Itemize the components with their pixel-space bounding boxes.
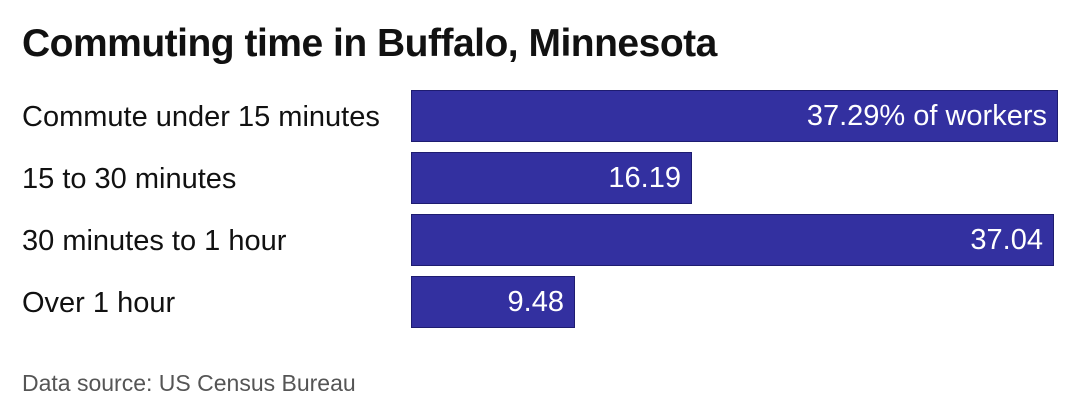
- bar: 16.19: [411, 152, 692, 204]
- value-label: 16.19: [608, 162, 681, 194]
- category-label: Over 1 hour: [22, 287, 176, 319]
- bar: 37.29% of workers: [411, 90, 1058, 142]
- chart-title: Commuting time in Buffalo, Minnesota: [22, 22, 717, 65]
- bar: 9.48: [411, 276, 575, 328]
- value-label: 37.29% of workers: [806, 100, 1047, 132]
- value-label: 37.04: [970, 224, 1043, 256]
- bar: 37.04: [411, 214, 1054, 266]
- category-label: Commute under 15 minutes: [22, 101, 380, 133]
- category-label: 15 to 30 minutes: [22, 163, 237, 195]
- data-source-note: Data source: US Census Bureau: [22, 370, 356, 396]
- category-label: 30 minutes to 1 hour: [22, 225, 287, 257]
- value-label: 9.48: [507, 286, 564, 318]
